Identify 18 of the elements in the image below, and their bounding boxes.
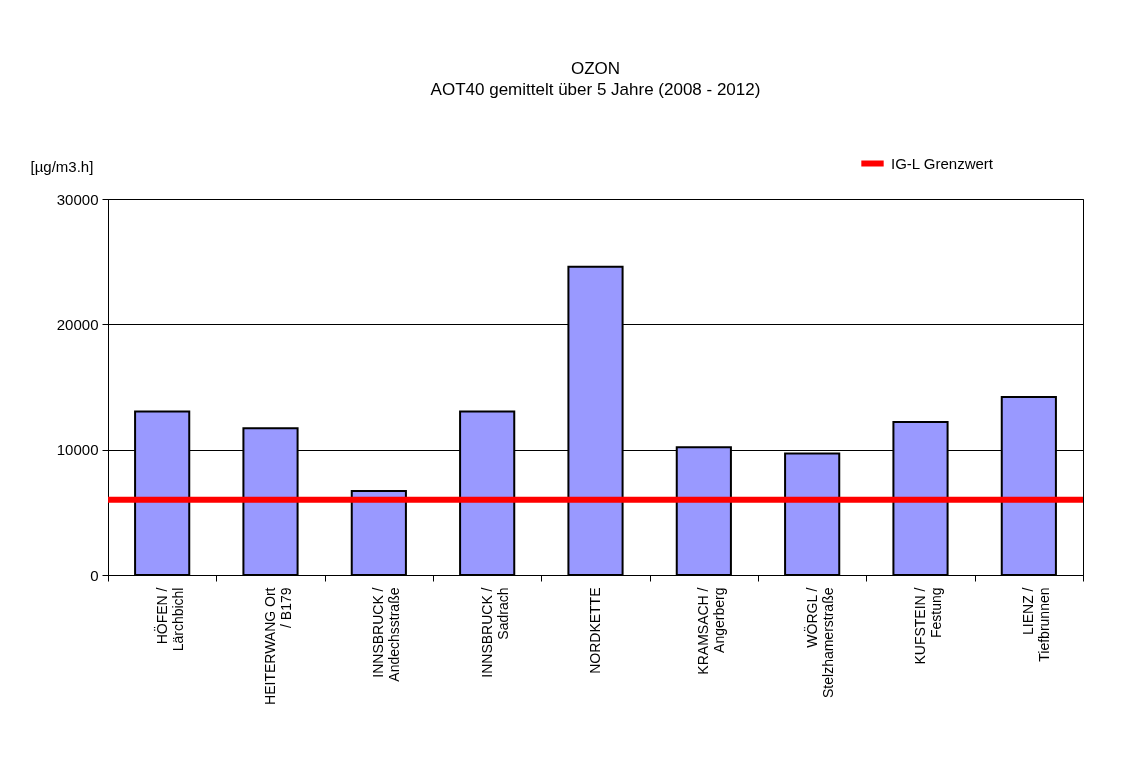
y-axis-title: [µg/m3.h] (30, 157, 94, 175)
y-tick-label: 20000 (56, 315, 99, 333)
y-tick-label: 10000 (56, 441, 99, 459)
bar (350, 490, 407, 576)
x-tick-label: NORDKETTE (587, 587, 603, 674)
x-tick-label: INNSBRUCK / Andechsstraße (370, 587, 403, 682)
x-tick-label: KRAMSACH / Angerberg (695, 587, 728, 675)
x-tick-label: KUFSTEIN / Festung (912, 587, 944, 665)
chart-subtitle: AOT40 gemittelt über 5 Jahre (2008 - 2012) (430, 80, 761, 99)
y-tick-label: 30000 (56, 190, 99, 208)
chart-title: OZON (570, 59, 621, 78)
legend-label: IG-L Grenzwert (891, 154, 994, 172)
x-tick-label: HEITERWANG Ort / B179 (262, 587, 294, 705)
x-tick-label: WÖRGL / Stelzhamerstraße (802, 587, 836, 698)
x-tick-label: LIENZ / Tiefbrunnen (1020, 587, 1053, 662)
x-tick-label: INNSBRUCK / Sadrach (478, 587, 511, 678)
x-tick-label: HÖFEN / Lärchbichl (152, 587, 186, 652)
y-tick-label: 0 (90, 566, 99, 584)
